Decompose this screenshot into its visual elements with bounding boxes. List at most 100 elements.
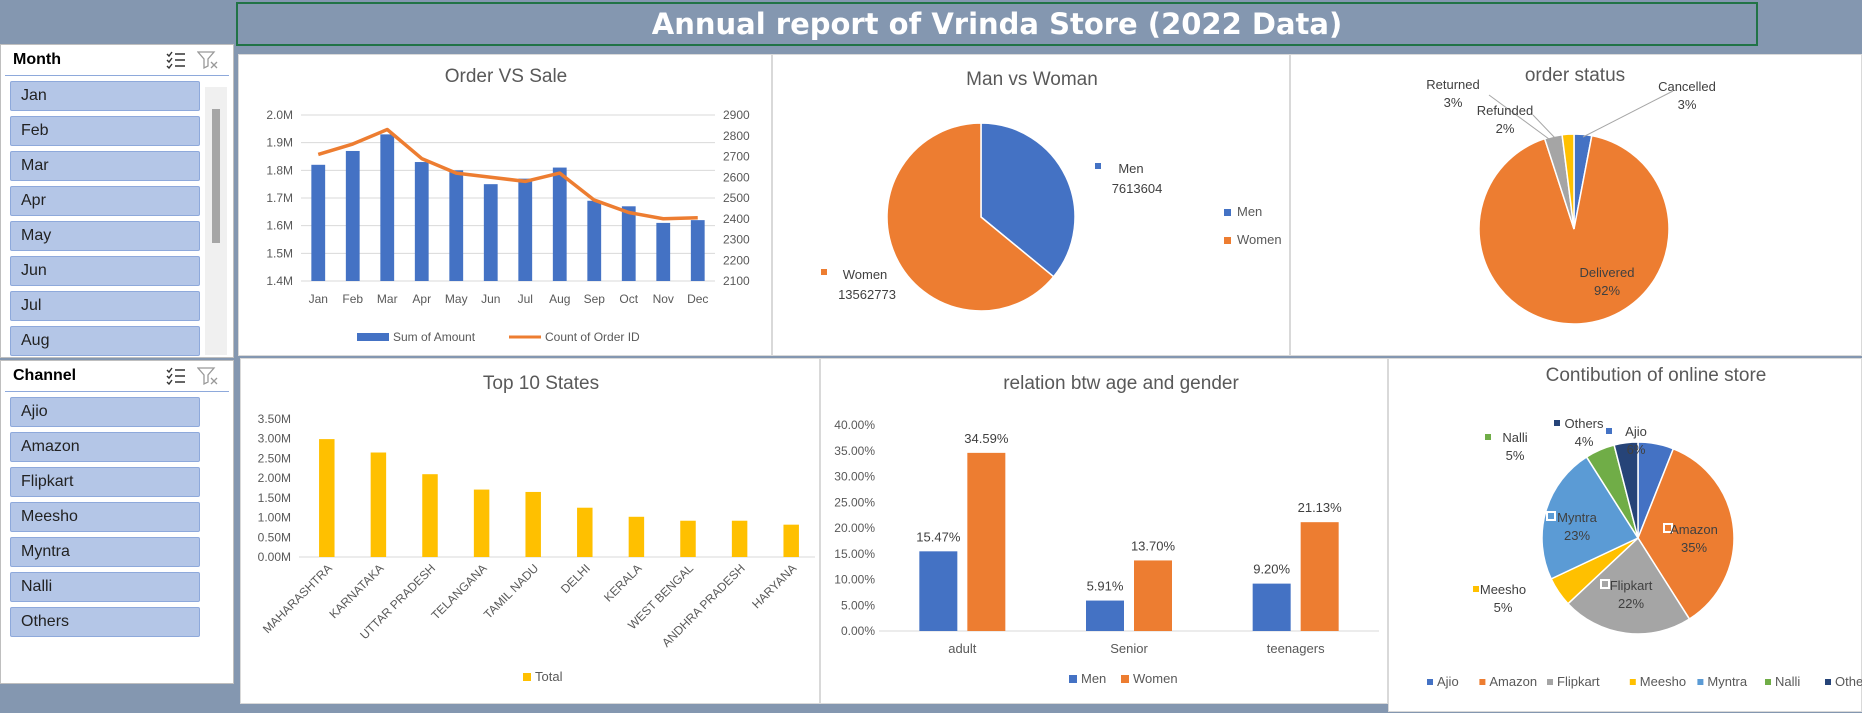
data-label: 15.47% (916, 529, 961, 544)
bar-sep (587, 200, 602, 281)
flipkart-label-marker (1600, 579, 1610, 589)
y-tick-label: 1.50M (258, 491, 291, 505)
legend-swatch-total (523, 673, 531, 681)
bar-may (449, 170, 464, 281)
legend-label: Others (1835, 674, 1862, 689)
bar-aug (552, 167, 567, 281)
cancelled-value: 3% (1678, 97, 1697, 112)
y-tick-label: 3.50M (258, 412, 291, 426)
legend-swatch-women (1121, 675, 1129, 683)
x-tick-label: Jul (518, 292, 533, 306)
bar-haryana (783, 524, 799, 557)
y-tick-label: 35.00% (834, 444, 875, 458)
women-data-marker (821, 269, 827, 275)
legend-swatch-flipkart (1547, 679, 1553, 685)
clear-filter-icon[interactable] (195, 365, 221, 387)
channel-item-others[interactable]: Others (10, 607, 200, 637)
channel-item-flipkart[interactable]: Flipkart (10, 467, 200, 497)
legend-label: Count of Order ID (545, 330, 640, 344)
legend-label: Women (1133, 671, 1178, 686)
bar-delhi (577, 507, 593, 557)
bar-dec (690, 220, 705, 281)
channel-item-meesho[interactable]: Meesho (10, 502, 200, 532)
channel-slicer[interactable]: Channel Ajio Amazon Flipkart Meesho Myntra Na… (0, 360, 234, 684)
right-tick-label: 2800 (723, 129, 750, 143)
left-tick-label: 1.9M (266, 136, 293, 150)
bar-telangana (473, 489, 490, 557)
legend-label: Sum of Amount (393, 330, 476, 344)
women-data-value: 13562773 (838, 287, 896, 302)
man-vs-woman-chart[interactable]: Man vs Woman Men 7613604 Women 13562773 Men Wo… (772, 54, 1290, 356)
month-item-jun[interactable]: Jun (10, 256, 200, 286)
men-data-label: Men (1118, 161, 1143, 176)
x-tick-label: Nov (653, 292, 674, 306)
legend-label: Myntra (1707, 674, 1748, 689)
order-count-line (317, 127, 698, 221)
order-status-chart[interactable]: order status Cancelled 3% Returned 3% Refunde… (1290, 54, 1862, 356)
month-item-jan[interactable]: Jan (10, 81, 200, 111)
legend-label: Men (1081, 671, 1106, 686)
chart-title: Order VS Sale (445, 66, 568, 87)
data-label: 5.91% (1087, 579, 1124, 594)
channel-item-ajio[interactable]: Ajio (10, 397, 200, 427)
y-tick-label: 15.00% (834, 547, 875, 561)
others-data-value: 4% (1575, 434, 1594, 449)
y-tick-label: 25.00% (834, 495, 875, 509)
chart-title: Contibution of online store (1546, 365, 1767, 386)
channel-item-myntra[interactable]: Myntra (10, 537, 200, 567)
bar-men-teenagers (1252, 583, 1291, 631)
bar-apr (414, 162, 429, 281)
slice-myntra (1541, 455, 1640, 580)
x-tick-label: DELHI (558, 561, 593, 596)
left-tick-label: 1.5M (266, 246, 293, 260)
slice-men (980, 122, 1076, 278)
right-tick-label: 2900 (723, 108, 750, 122)
bar-maharashtra (319, 439, 335, 557)
ajio-data-value: 6% (1627, 442, 1646, 457)
x-tick-label: Jun (481, 292, 500, 306)
y-tick-label: 30.00% (834, 470, 875, 484)
cancelled-label: Cancelled (1658, 79, 1716, 94)
chart-title: relation btw age and gender (1003, 373, 1239, 394)
bar-kerala (628, 516, 645, 557)
month-slicer-scrollbar[interactable] (205, 87, 227, 355)
channel-item-nalli[interactable]: Nalli (10, 572, 200, 602)
channel-item-amazon[interactable]: Amazon (10, 432, 200, 462)
top-states-chart[interactable]: Top 10 States 0.00M 0.50M 1.00M 1.50M 2.00M 2.… (240, 358, 820, 704)
legend-swatch-ajio (1427, 679, 1433, 685)
leader-line-cancelled (1582, 90, 1674, 138)
order-vs-sale-chart[interactable]: Order VS Sale 1.4M 1.5M 1.6M 1.7M 1.8M 1.9M 2.0… (238, 54, 772, 356)
bar-oct (621, 206, 636, 281)
right-tick-label: 2600 (723, 170, 750, 184)
scrollbar-thumb[interactable] (212, 109, 220, 243)
others-label-marker (1554, 420, 1560, 426)
x-tick-label: Aug (549, 292, 570, 306)
report-title-bar[interactable]: Annual report of Vrinda Store (2022 Data… (236, 2, 1758, 46)
man-vs-woman-svg: Man vs Woman Men 7613604 Women 13562773 Men Wo… (821, 69, 1282, 312)
legend-swatch-nalli (1765, 679, 1771, 685)
x-tick-label: KERALA (601, 561, 644, 604)
month-item-feb[interactable]: Feb (10, 116, 200, 146)
report-title: Annual report of Vrinda Store (2022 Data… (651, 7, 1343, 41)
month-item-apr[interactable]: Apr (10, 186, 200, 216)
refunded-label: Refunded (1477, 103, 1533, 118)
slice-others (1613, 441, 1639, 539)
flipkart-data-value: 22% (1618, 596, 1644, 611)
month-item-jul[interactable]: Jul (10, 291, 200, 321)
month-item-mar[interactable]: Mar (10, 151, 200, 181)
month-item-may[interactable]: May (10, 221, 200, 251)
month-slicer[interactable]: Month Jan Feb Mar Apr May Jun Jul Aug (0, 44, 234, 358)
x-tick-label: TELANGANA (428, 561, 489, 622)
clear-filter-icon[interactable] (195, 49, 221, 71)
age-gender-chart[interactable]: relation btw age and gender 0.00% 5.00% 10.… (820, 358, 1388, 704)
x-tick-label: Dec (687, 292, 708, 306)
online-store-chart[interactable]: Contibution of online store Ajio 6% Amazon 3… (1388, 358, 1862, 712)
ajio-label-marker (1606, 428, 1612, 434)
month-item-aug[interactable]: Aug (10, 326, 200, 356)
myntra-data-label: Myntra (1557, 510, 1598, 525)
chart-title: Top 10 States (483, 373, 599, 394)
legend-label: Men (1237, 204, 1262, 219)
multi-select-icon[interactable] (163, 49, 189, 71)
multi-select-icon[interactable] (163, 365, 189, 387)
nalli-data-value: 5% (1506, 448, 1525, 463)
